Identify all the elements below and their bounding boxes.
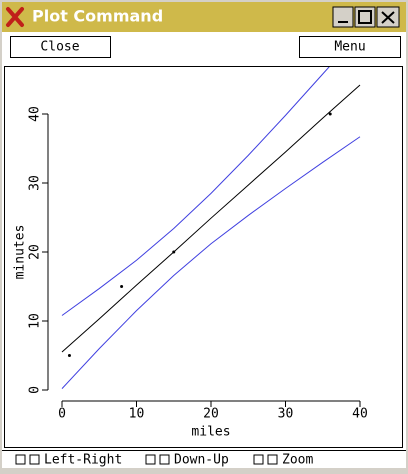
button-label: Menu [334,40,365,55]
toggle-label: Down-Up [174,453,229,468]
x-tick-label: 40 [352,407,368,422]
menu-button[interactable]: Menu [299,36,401,58]
y-tick-label: 40 [28,106,43,122]
checkbox[interactable] [15,454,26,465]
x-tick-label: 30 [278,407,294,422]
checkbox[interactable] [267,454,278,465]
plot-frame [4,66,403,448]
y-tick-label: 30 [28,175,43,191]
plot-area [61,67,361,389]
toggle-label: Zoom [282,453,313,468]
window-title: Plot Command [32,7,163,26]
x-tick-label: 0 [58,407,66,422]
line [61,67,330,316]
y-tick-label: 0 [28,386,43,394]
checkbox[interactable] [159,454,170,465]
line [61,136,361,389]
close-button[interactable]: Close [10,36,111,58]
close-icon[interactable] [6,7,24,27]
button-label: Close [40,40,79,55]
x-tick-label: 20 [203,407,219,422]
checkbox[interactable] [145,454,156,465]
y-tick-label: 10 [28,313,43,329]
minimize-button[interactable] [332,6,354,28]
data-point [328,112,332,116]
data-point [120,285,124,288]
checkbox[interactable] [29,454,40,465]
window-close-button[interactable] [376,6,400,28]
x-tick-label: 10 [129,407,145,422]
maximize-button[interactable] [354,6,376,28]
data-point [67,354,71,357]
x-axis-label: miles [191,425,230,440]
toggle-label: Left-Right [44,453,122,468]
toggle-bar: Left-Right Down-Up Zoom [15,453,313,468]
checkbox[interactable] [253,454,264,465]
y-axis-label: minutes [13,225,28,280]
line [61,84,361,353]
y-tick-label: 20 [28,244,43,260]
